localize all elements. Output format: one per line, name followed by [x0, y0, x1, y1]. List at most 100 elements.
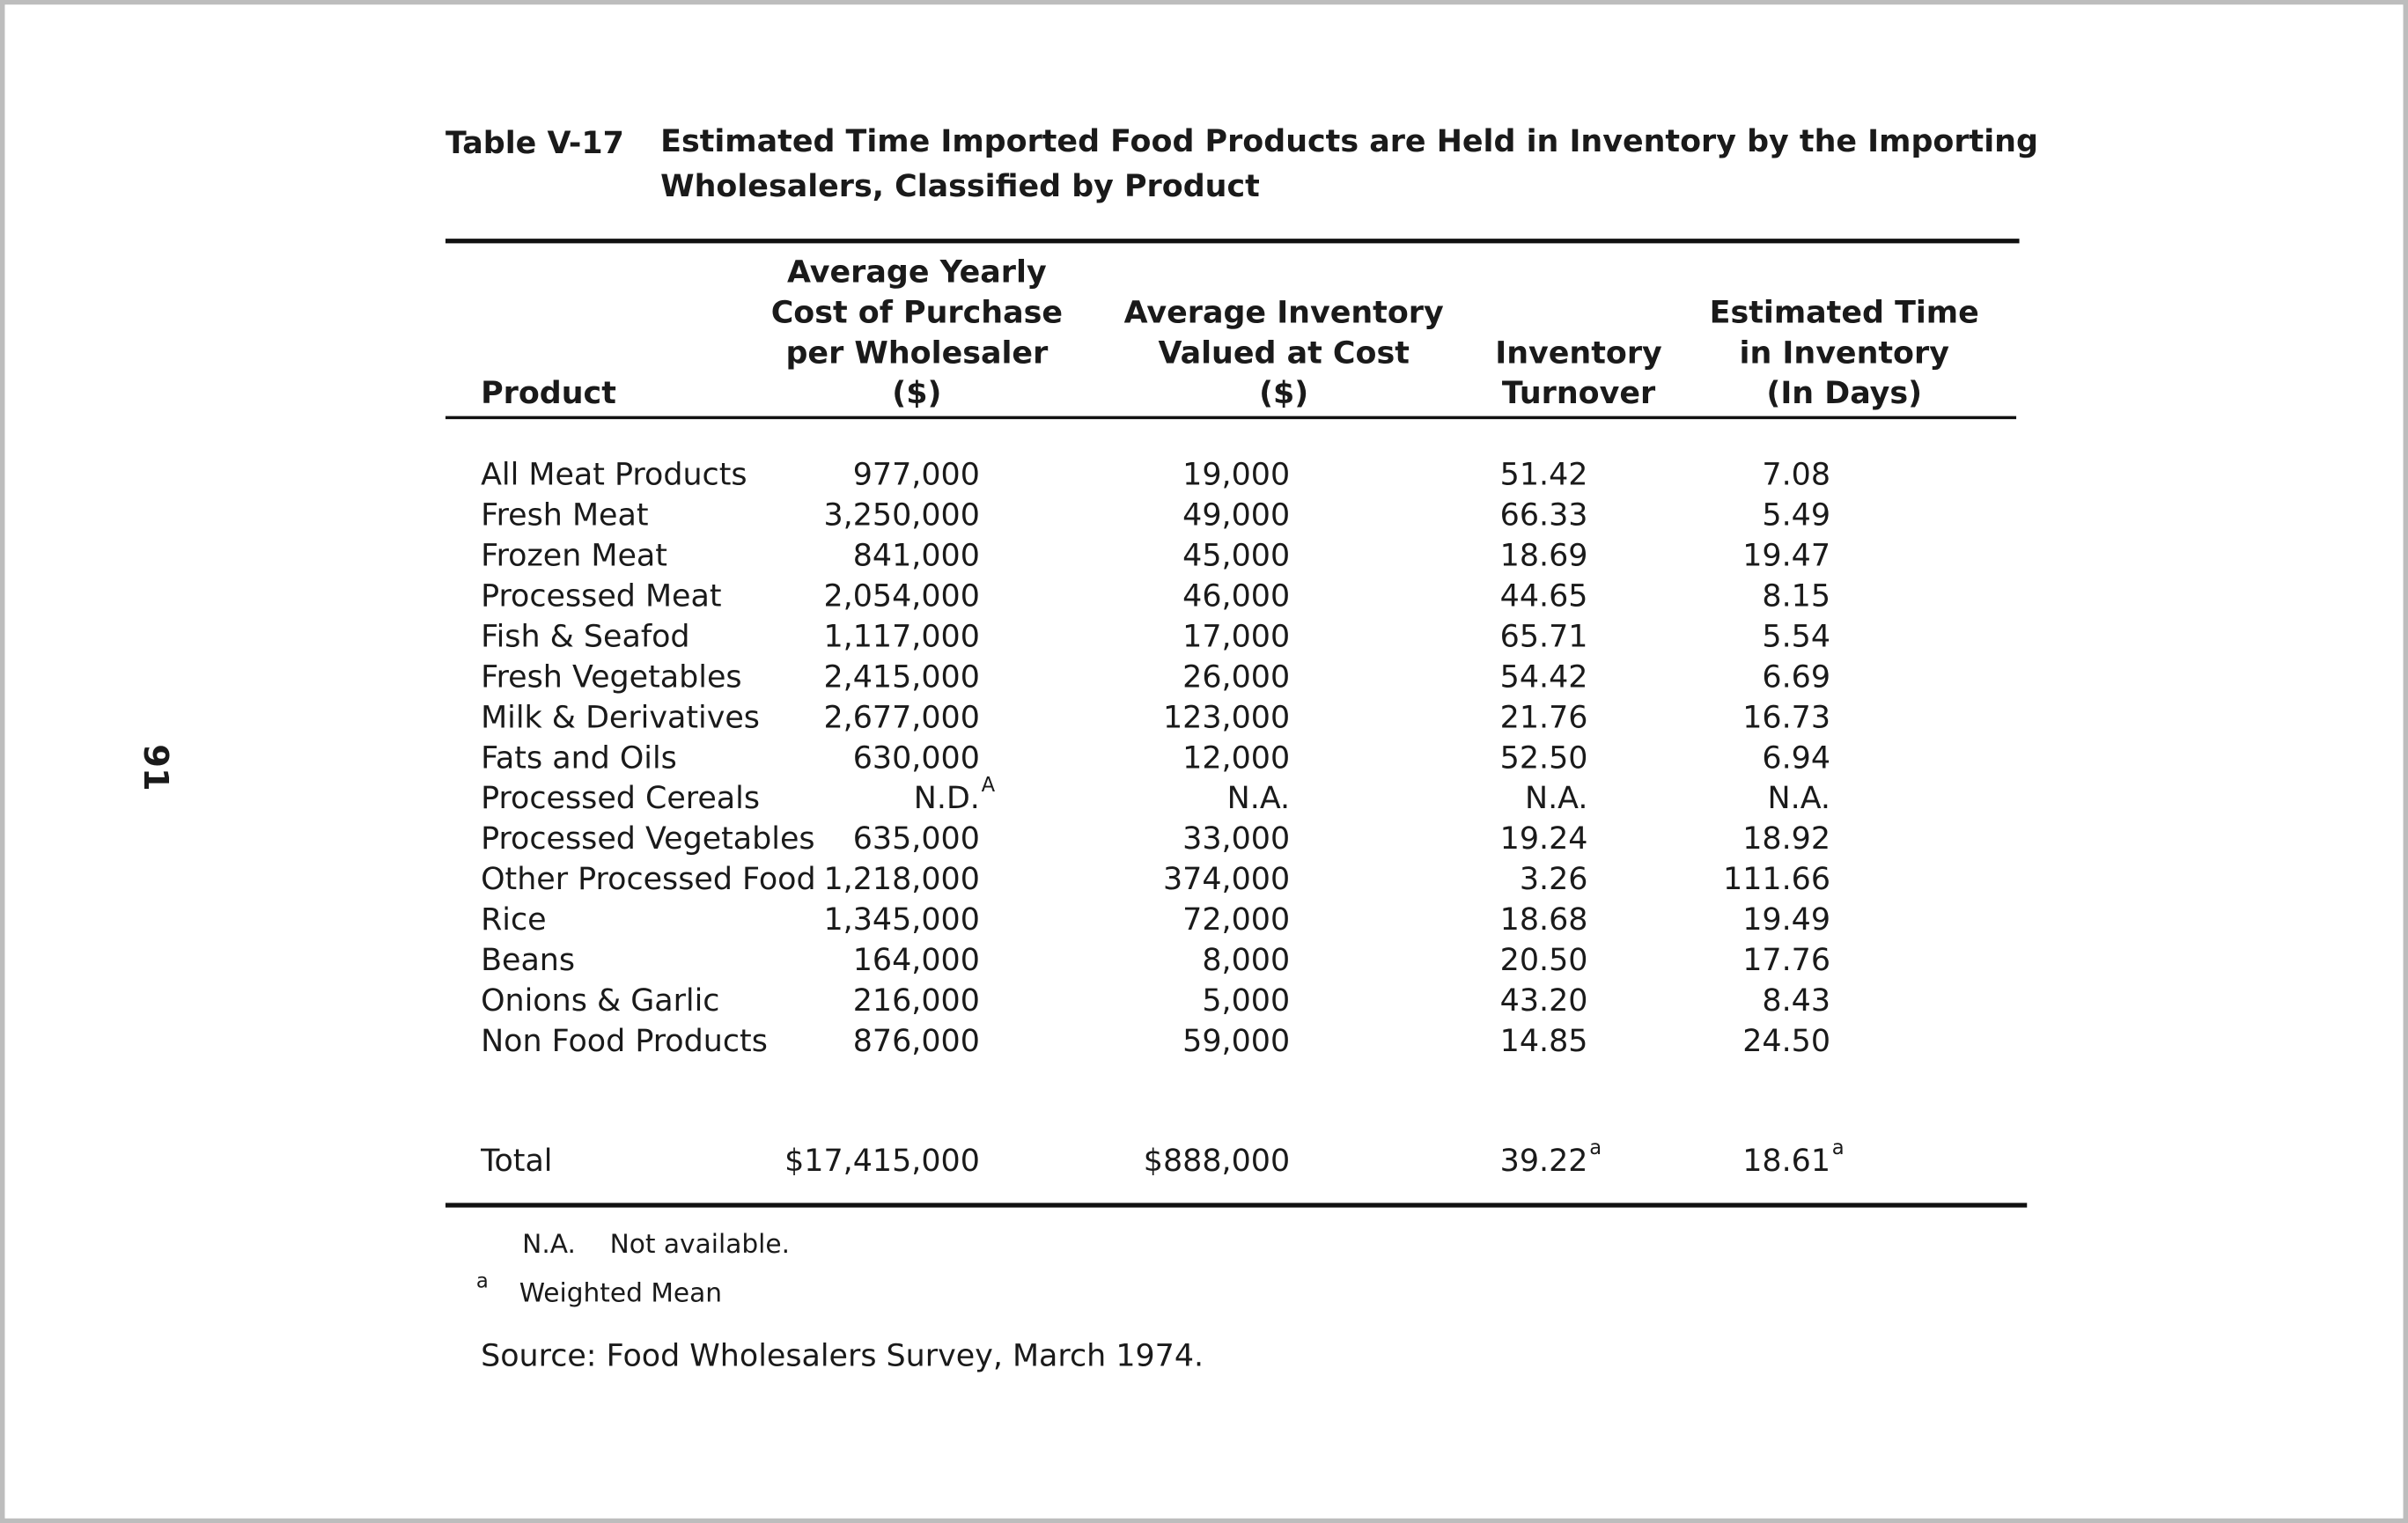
table-cell: 977,000 [853, 458, 980, 493]
table-cell: 5.49 [1762, 498, 1830, 533]
table-cell: 8,000 [1202, 943, 1290, 978]
table-cell: 635,000 [853, 821, 980, 857]
table-cell: 5.54 [1762, 619, 1830, 654]
table-cell: 6.69 [1762, 659, 1830, 695]
row-label: All Meat Products [481, 458, 747, 493]
table-cell: 19.24 [1500, 821, 1588, 857]
row-label: Fresh Meat [481, 498, 648, 533]
table-cell: 6.94 [1762, 740, 1830, 776]
table-cell: 17.76 [1742, 943, 1830, 978]
footnote-text: Not available. [610, 1228, 790, 1259]
table-cell: 20.50 [1500, 943, 1588, 978]
table-title: Wholesalers, Classified by Product [660, 169, 1260, 204]
column-header: ($) [892, 376, 941, 411]
table-cell: 876,000 [853, 1024, 980, 1059]
table-cell: 2,054,000 [823, 578, 979, 614]
table-cell: 52.50 [1500, 740, 1588, 776]
row-label: Fish & Seafod [481, 619, 689, 654]
footnote-text: Weighted Mean [519, 1277, 722, 1308]
table-cell: 164,000 [853, 943, 980, 978]
footnote-mark: a [476, 1270, 489, 1293]
row-label: Fresh Vegetables [481, 659, 741, 695]
total-cell: 18.61 [1742, 1144, 1830, 1179]
table-cell: 841,000 [853, 539, 980, 574]
column-header: ($) [1259, 376, 1308, 411]
row-label: Fats and Oils [481, 740, 677, 776]
column-header: Average Yearly [787, 255, 1047, 291]
column-header: Product [481, 376, 616, 411]
total-cell: 39.22 [1500, 1144, 1588, 1179]
footnote-mark: N.A. [522, 1228, 576, 1259]
row-label: Milk & Derivatives [481, 700, 760, 735]
table-cell: 44.65 [1500, 578, 1588, 614]
table-cell: 18.92 [1742, 821, 1830, 857]
table-cell: 19.49 [1742, 902, 1830, 938]
table-cell: 2,415,000 [823, 659, 979, 695]
row-label: Other Processed Food [481, 862, 816, 897]
column-header: Estimated Time [1710, 295, 1979, 330]
table-cell: 630,000 [853, 740, 980, 776]
superscript: a [1832, 1137, 1845, 1159]
table-cell: 51.42 [1500, 458, 1588, 493]
row-label: Rice [481, 902, 547, 938]
row-label: Processed Vegetables [481, 821, 815, 857]
table-cell: 3,250,000 [823, 498, 979, 533]
total-cell: $17,415,000 [784, 1144, 980, 1179]
table-cell: 33,000 [1182, 821, 1290, 857]
total-cell: $888,000 [1144, 1144, 1290, 1179]
table-cell: 21.76 [1500, 700, 1588, 735]
table-cell: 374,000 [1163, 862, 1290, 897]
column-header: in Inventory [1740, 335, 1950, 371]
table-cell: 26,000 [1182, 659, 1290, 695]
table-label: Table V-17 [446, 126, 624, 161]
table-cell: 1,218,000 [823, 862, 979, 897]
row-label: Beans [481, 943, 575, 978]
table-cell: 19.47 [1742, 539, 1830, 574]
column-header: Average Inventory [1124, 295, 1444, 330]
row-label: Onions & Garlic [481, 983, 719, 1019]
table-title: Estimated Time Imported Food Products ar… [660, 124, 2038, 159]
column-header: (In Days) [1766, 376, 1922, 411]
table-cell: N.D. [914, 781, 980, 816]
row-label: Non Food Products [481, 1024, 768, 1059]
table-cell: 7.08 [1762, 458, 1830, 493]
table-cell: N.A. [1227, 781, 1290, 816]
table-cell: 1,345,000 [823, 902, 979, 938]
table-cell: 49,000 [1182, 498, 1290, 533]
table-cell: 123,000 [1163, 700, 1290, 735]
table-cell: 65.71 [1500, 619, 1588, 654]
table-cell: 3.26 [1520, 862, 1588, 897]
table-cell: 8.43 [1762, 983, 1830, 1019]
table-cell: 18.69 [1500, 539, 1588, 574]
table-cell: 14.85 [1500, 1024, 1588, 1059]
table-cell: 2,677,000 [823, 700, 979, 735]
table-cell: 72,000 [1182, 902, 1290, 938]
row-label: Frozen Meat [481, 539, 667, 574]
table-cell: 24.50 [1742, 1024, 1830, 1059]
page-number: 91 [136, 744, 175, 791]
column-header: per Wholesaler [785, 335, 1049, 371]
superscript: A [982, 774, 996, 797]
table-cell: 43.20 [1500, 983, 1588, 1019]
table-cell: 1,117,000 [823, 619, 979, 654]
column-header: Cost of Purchase [771, 295, 1063, 330]
row-label: Processed Meat [481, 578, 721, 614]
row-label: Processed Cereals [481, 781, 760, 816]
table-cell: 17,000 [1182, 619, 1290, 654]
source: Source: Food Wholesalers Survey, March 1… [481, 1339, 1204, 1374]
table-cell: N.A. [1768, 781, 1830, 816]
superscript: a [1589, 1137, 1602, 1159]
table-cell: N.A. [1525, 781, 1587, 816]
table-cell: 46,000 [1182, 578, 1290, 614]
table-cell: 19,000 [1182, 458, 1290, 493]
table-cell: 45,000 [1182, 539, 1290, 574]
table-cell: 66.33 [1500, 498, 1588, 533]
table-cell: 12,000 [1182, 740, 1290, 776]
table-cell: 8.15 [1762, 578, 1830, 614]
column-header: Turnover [1502, 376, 1656, 411]
total-label: Total [480, 1144, 552, 1179]
table-cell: 5,000 [1202, 983, 1290, 1019]
